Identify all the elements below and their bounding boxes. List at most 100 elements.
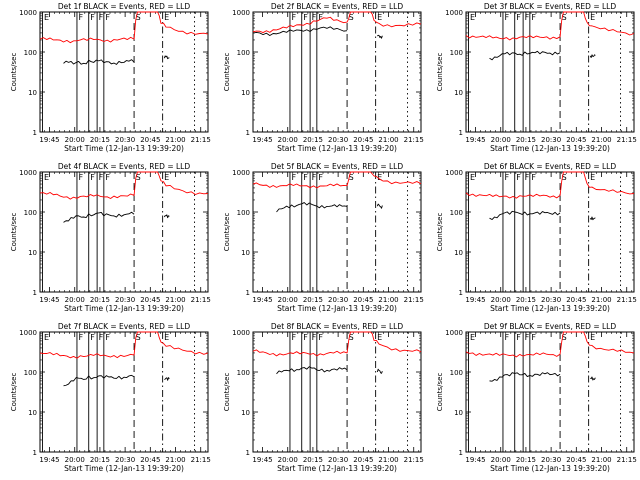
- y-tick-label: 1: [246, 449, 250, 457]
- x-tick-label: 20:30: [115, 456, 135, 464]
- y-tick-label: 100: [24, 369, 37, 377]
- x-tick-label: 20:30: [541, 136, 561, 144]
- y-tick-label: 10: [28, 249, 37, 257]
- x-axis-label: Start Time (12-Jan-13 19:39:20): [277, 144, 397, 153]
- x-tick-label: 20:30: [115, 136, 135, 144]
- x-tick-label: 20:45: [353, 136, 373, 144]
- lld-series-segment-1: [39, 331, 209, 359]
- x-tick-label: 20:15: [516, 136, 536, 144]
- marker-label: S: [562, 13, 567, 22]
- x-tick-label: 20:15: [90, 296, 110, 304]
- marker-label: S: [136, 333, 141, 342]
- x-axis-label: Start Time (12-Jan-13 19:39:20): [277, 304, 397, 313]
- marker-label: S: [562, 173, 567, 182]
- lld-series-segment-1: [465, 11, 635, 41]
- y-tick-label: 100: [450, 369, 463, 377]
- marker-label: F: [105, 13, 110, 22]
- y-tick-label: 100: [237, 209, 250, 217]
- marker-label: F: [291, 173, 296, 182]
- x-tick-label: 21:15: [404, 456, 424, 464]
- marker-label: F: [99, 173, 104, 182]
- marker-label: F: [105, 333, 110, 342]
- x-tick-label: 21:15: [191, 136, 211, 144]
- panel-1: Det 1f BLACK = Events, RED = LLD 1 10 100 10…: [10, 2, 211, 153]
- y-tick-label: 100: [237, 49, 250, 57]
- y-tick-label: 1: [246, 289, 250, 297]
- y-tick-label: 100: [24, 49, 37, 57]
- marker-label: F: [525, 13, 530, 22]
- panel-title: Det 6f BLACK = Events, RED = LLD: [484, 162, 617, 171]
- x-tick-label: 20:45: [140, 296, 160, 304]
- y-tick-label: 10: [241, 249, 250, 257]
- events-series-segment-2: [164, 377, 170, 381]
- y-axis-label: Counts/sec: [223, 213, 231, 252]
- events-series-segment-1: [63, 59, 135, 65]
- plot-frame: [252, 331, 422, 453]
- y-axis-label: Counts/sec: [10, 373, 18, 412]
- y-tick-label: 1: [459, 449, 463, 457]
- events-series-segment-2: [590, 376, 596, 381]
- events-series-segment-1: [252, 26, 348, 36]
- marker-label: E: [590, 333, 595, 342]
- x-tick-label: 19:45: [252, 296, 272, 304]
- y-tick-label: 100: [450, 209, 463, 217]
- y-tick-label: 100: [24, 209, 37, 217]
- events-series-segment-2: [163, 214, 170, 219]
- marker-label: F: [525, 173, 530, 182]
- marker-label: E: [44, 173, 49, 182]
- marker-label: F: [90, 333, 95, 342]
- x-tick-label: 20:15: [303, 296, 323, 304]
- marker-label: F: [531, 13, 536, 22]
- y-tick-label: 10: [241, 409, 250, 417]
- x-tick-label: 19:45: [465, 136, 485, 144]
- marker-label: S: [349, 13, 354, 22]
- marker-label: F: [105, 173, 110, 182]
- y-tick-label: 1000: [19, 169, 37, 177]
- y-tick-label: 10: [28, 409, 37, 417]
- x-tick-label: 19:45: [465, 456, 485, 464]
- x-tick-label: 21:15: [191, 456, 211, 464]
- x-tick-label: 20:30: [328, 456, 348, 464]
- x-tick-label: 20:15: [303, 136, 323, 144]
- marker-label: F: [516, 333, 521, 342]
- x-tick-label: 20:15: [303, 456, 323, 464]
- x-tick-label: 19:45: [39, 136, 59, 144]
- x-axis-label: Start Time (12-Jan-13 19:39:20): [490, 464, 610, 473]
- marker-label: E: [164, 333, 169, 342]
- marker-label: E: [44, 13, 49, 22]
- x-tick-label: 20:00: [65, 296, 85, 304]
- x-tick-label: 20:45: [566, 456, 586, 464]
- marker-label: E: [590, 13, 595, 22]
- y-axis-label: Counts/sec: [223, 373, 231, 412]
- marker-label: S: [349, 173, 354, 182]
- x-axis-label: Start Time (12-Jan-13 19:39:20): [64, 464, 184, 473]
- marker-label: F: [291, 333, 296, 342]
- x-tick-label: 20:00: [491, 456, 511, 464]
- marker-label: F: [90, 13, 95, 22]
- x-tick-label: 20:45: [566, 136, 586, 144]
- x-tick-label: 21:00: [165, 456, 185, 464]
- y-tick-label: 1000: [445, 9, 463, 17]
- x-tick-label: 21:00: [165, 296, 185, 304]
- marker-label: F: [99, 333, 104, 342]
- x-tick-label: 21:15: [191, 296, 211, 304]
- plot-frame: [39, 331, 209, 453]
- plot-frame: [39, 171, 209, 293]
- events-series-segment-2: [376, 203, 383, 209]
- y-tick-label: 1000: [445, 169, 463, 177]
- marker-label: E: [470, 13, 475, 22]
- marker-label: F: [312, 13, 317, 22]
- marker-label: F: [318, 333, 323, 342]
- marker-label: S: [349, 333, 354, 342]
- events-series-segment-1: [63, 374, 135, 387]
- x-tick-label: 20:45: [353, 456, 373, 464]
- panel-2: Det 2f BLACK = Events, RED = LLD 1 10 100 10…: [223, 2, 424, 153]
- x-tick-label: 19:45: [252, 456, 272, 464]
- x-tick-label: 20:00: [278, 456, 298, 464]
- x-axis-label: Start Time (12-Jan-13 19:39:20): [490, 144, 610, 153]
- x-tick-label: 20:15: [90, 456, 110, 464]
- y-tick-label: 1000: [19, 329, 37, 337]
- marker-label: F: [78, 13, 83, 22]
- x-tick-label: 21:15: [617, 456, 637, 464]
